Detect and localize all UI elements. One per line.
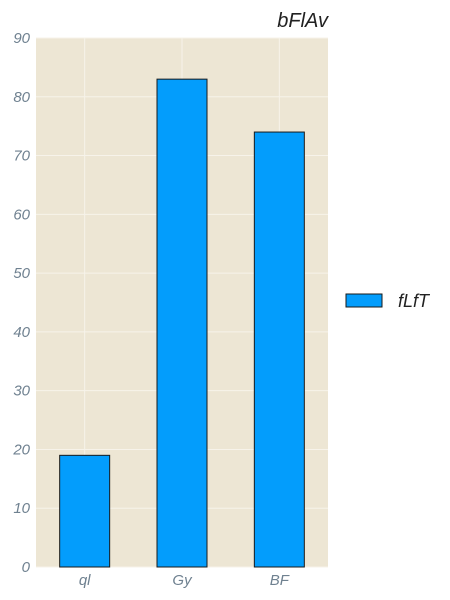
y-tick-label: 70 (13, 148, 30, 165)
y-tick-label: 90 (13, 30, 30, 47)
x-axis-ticks: ql Gy BF (79, 572, 290, 589)
legend-swatch (345, 293, 383, 308)
legend-label: fLfT (398, 291, 431, 311)
x-tick-label: Gy (172, 572, 193, 589)
chart-title: bFlAv (277, 10, 329, 32)
y-tick-label: 40 (13, 324, 30, 341)
y-axis-ticks: 0 10 20 30 40 50 60 70 80 90 (12, 30, 30, 576)
bars (59, 78, 305, 568)
y-tick-label: 0 (22, 559, 31, 576)
legend: fLfT (345, 291, 431, 311)
y-tick-label: 60 (13, 206, 30, 223)
bar-BF (253, 131, 305, 568)
x-tick-label: BF (270, 572, 290, 589)
x-tick-label: ql (79, 572, 91, 589)
y-tick-label: 10 (13, 500, 30, 517)
y-tick-label: 80 (13, 89, 30, 106)
bar-ql (59, 454, 111, 568)
y-tick-label: 20 (12, 441, 30, 458)
bar-Gy (156, 78, 208, 568)
y-tick-label: 30 (13, 383, 30, 400)
y-tick-label: 50 (13, 265, 30, 282)
